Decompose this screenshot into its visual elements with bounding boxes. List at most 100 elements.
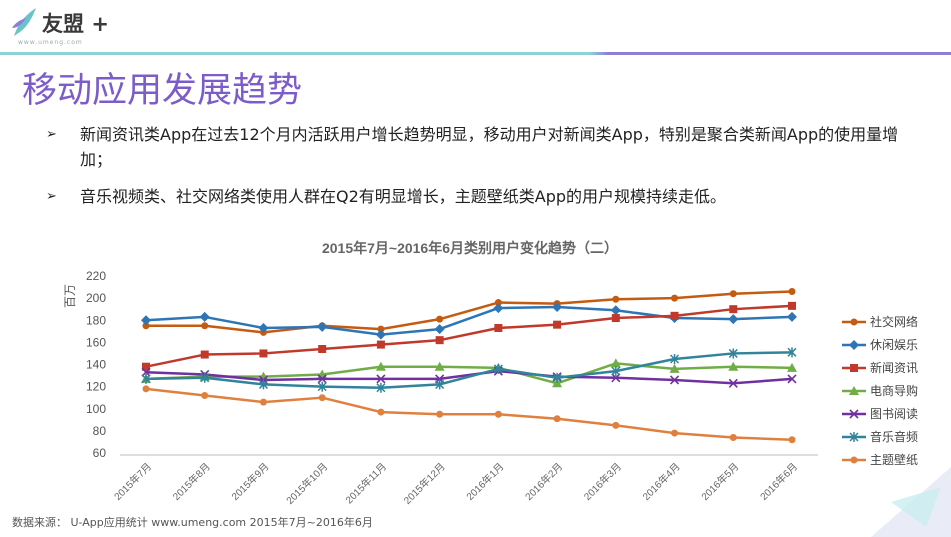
umeng-logo: 友盟 + www.umeng.com bbox=[10, 6, 140, 50]
y-tick-label: 160 bbox=[86, 335, 106, 349]
data-point bbox=[259, 349, 268, 358]
data-point bbox=[258, 322, 269, 333]
data-point bbox=[669, 375, 680, 385]
legend-item: 电商导购 bbox=[842, 383, 918, 398]
data-point bbox=[141, 373, 151, 384]
legend-label: 新闻资讯 bbox=[870, 360, 918, 375]
legend-item: 音乐音频 bbox=[842, 429, 918, 444]
bullet-text: 新闻资讯类App在过去12个月内活跃用户增长趋势明显，移动用户对新闻类App，特… bbox=[80, 125, 899, 169]
bullet-list: ➢ 新闻资讯类App在过去12个月内活跃用户增长趋势明显，移动用户对新闻类App… bbox=[46, 122, 926, 221]
data-point bbox=[728, 361, 739, 371]
brand-name: 友盟 + bbox=[42, 12, 109, 36]
data-point bbox=[670, 311, 679, 320]
data-point bbox=[494, 410, 502, 418]
y-tick-label: 100 bbox=[86, 402, 106, 416]
data-point bbox=[376, 374, 386, 384]
data-point bbox=[318, 394, 326, 402]
legend-marker bbox=[849, 386, 859, 395]
y-tick-label: 120 bbox=[86, 380, 106, 394]
bullet-item: ➢ 新闻资讯类App在过去12个月内活跃用户增长趋势明显，移动用户对新闻类App… bbox=[46, 122, 926, 172]
legend-item: 主题壁纸 bbox=[842, 452, 918, 467]
data-point bbox=[375, 329, 386, 340]
data-point bbox=[201, 322, 209, 330]
series-line bbox=[144, 305, 794, 336]
data-point bbox=[612, 421, 620, 429]
data-point bbox=[788, 301, 796, 310]
data-point bbox=[200, 372, 210, 383]
data-point bbox=[612, 295, 620, 303]
data-point bbox=[611, 373, 621, 383]
data-point bbox=[494, 323, 503, 332]
data-point bbox=[729, 305, 738, 314]
x-tick-label: 2015年8月 bbox=[170, 460, 213, 503]
data-point bbox=[434, 324, 445, 335]
data-point bbox=[141, 367, 151, 377]
series-新闻资讯 bbox=[142, 301, 796, 371]
y-tick-label: 200 bbox=[86, 291, 106, 305]
legend-item: 休闲娱乐 bbox=[842, 338, 918, 352]
data-point bbox=[671, 294, 679, 302]
data-point bbox=[141, 315, 151, 326]
x-tick-label: 2015年10月 bbox=[283, 460, 330, 507]
series-主题壁纸 bbox=[142, 385, 796, 444]
data-point bbox=[788, 287, 796, 295]
legend-label: 主题壁纸 bbox=[870, 452, 918, 467]
chart-axes: 60 80 100 120 140 160 180 200 220 2015年7月 2015年8月 2… bbox=[86, 269, 818, 507]
data-point bbox=[728, 314, 739, 325]
data-point bbox=[670, 353, 680, 364]
arrow-right-icon: ➢ bbox=[46, 189, 57, 204]
data-point bbox=[553, 415, 561, 423]
data-point bbox=[552, 372, 562, 383]
data-point bbox=[787, 347, 797, 358]
series-音乐音频 bbox=[141, 347, 797, 393]
data-point bbox=[436, 410, 444, 418]
data-point bbox=[552, 301, 563, 312]
legend-label: 社交网络 bbox=[870, 314, 918, 329]
x-tick-label: 2015年7月 bbox=[111, 460, 154, 503]
y-tick-label: 60 bbox=[93, 446, 107, 460]
data-point bbox=[493, 363, 503, 374]
data-point bbox=[611, 314, 620, 323]
series-line bbox=[144, 351, 794, 389]
data-point bbox=[669, 363, 680, 373]
data-point bbox=[434, 361, 445, 371]
y-tick-label: 140 bbox=[86, 358, 106, 372]
legend-label: 休闲娱乐 bbox=[870, 338, 918, 352]
data-point bbox=[142, 385, 150, 393]
series-休闲娱乐 bbox=[141, 301, 797, 340]
legend-label: 音乐音频 bbox=[870, 429, 918, 444]
data-point bbox=[377, 325, 385, 333]
arrow-right-icon: ➢ bbox=[46, 127, 57, 142]
data-point bbox=[317, 381, 327, 392]
data-point bbox=[436, 315, 444, 323]
legend-marker bbox=[850, 318, 858, 326]
data-point bbox=[788, 436, 796, 444]
x-tick-label: 2016年5月 bbox=[698, 460, 741, 503]
data-point bbox=[787, 311, 797, 322]
data-point bbox=[376, 382, 386, 393]
legend-marker bbox=[850, 364, 858, 372]
data-point bbox=[728, 348, 738, 359]
bullet-item: ➢ 音乐视频类、社交网络类使用人群在Q2有明显增长，主题壁纸类App的用户规模持… bbox=[46, 184, 926, 209]
x-tick-label: 2016年4月 bbox=[640, 460, 683, 503]
data-point bbox=[375, 361, 386, 371]
data-point bbox=[200, 350, 209, 359]
legend-item: 图书阅读 bbox=[842, 407, 918, 421]
data-point bbox=[258, 379, 268, 390]
legend-item: 社交网络 bbox=[842, 314, 918, 329]
data-point bbox=[142, 322, 150, 330]
data-point bbox=[493, 303, 504, 314]
data-point bbox=[552, 378, 563, 388]
y-tick-label: 180 bbox=[86, 313, 106, 327]
data-point bbox=[610, 358, 621, 368]
y-tick-label: 80 bbox=[93, 424, 107, 438]
x-tick-label: 2016年1月 bbox=[463, 460, 506, 503]
y-axis-label: 百万 bbox=[63, 284, 77, 308]
data-point bbox=[318, 345, 327, 354]
data-point bbox=[201, 391, 209, 399]
x-tick-label: 2016年2月 bbox=[522, 460, 565, 503]
data-point bbox=[611, 366, 621, 377]
legend-marker bbox=[849, 432, 859, 442]
